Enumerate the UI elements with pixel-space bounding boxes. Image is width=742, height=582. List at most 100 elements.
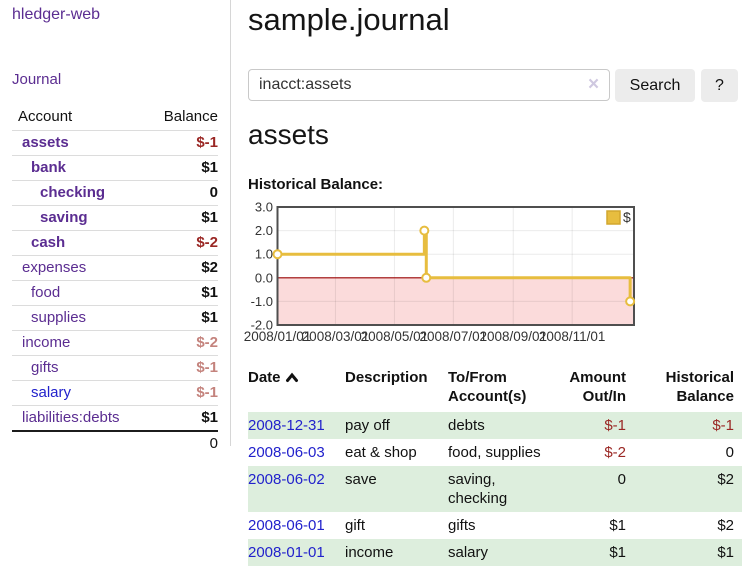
svg-text:$: $	[623, 209, 631, 225]
description-cell: save	[345, 471, 377, 488]
register-tbody: 2008-12-31 pay off debts $-1 $-1 2008-06-03 ea…	[248, 412, 742, 566]
balance-cell: 0	[725, 444, 734, 461]
accounts-cell: food, supplies	[448, 444, 541, 461]
svg-text:-1.0: -1.0	[251, 294, 273, 309]
account-row: expenses $2	[12, 255, 218, 281]
svg-text:2008/01/01: 2008/01/01	[244, 329, 312, 344]
accounts-cell: salary	[448, 544, 489, 561]
balance-column-header: Balance	[163, 108, 218, 125]
balance-cell: $1	[717, 544, 734, 561]
register-row: 2008-01-01 income salary $1 $1	[248, 539, 742, 566]
date-link[interactable]: 2008-06-01	[248, 517, 325, 534]
date-cell: 2008-01-01	[248, 539, 345, 566]
account-link[interactable]: income	[22, 334, 71, 351]
account-link[interactable]: liabilities:debts	[22, 409, 120, 426]
page-title: sample.journal	[248, 2, 450, 37]
sidebar-item-journal[interactable]: Journal	[12, 71, 62, 88]
svg-text:0.0: 0.0	[255, 270, 273, 285]
amount-column-header: Amount Out/In	[569, 369, 626, 405]
account-link[interactable]: bank	[31, 159, 67, 176]
account-link[interactable]: gifts	[31, 359, 59, 376]
accounts-tbody: assets $-1 bank $1 checking 0 saving $1 cash $-2 e…	[12, 130, 218, 431]
amount-cell: $1	[609, 544, 626, 561]
account-link[interactable]: cash	[31, 234, 66, 251]
amount-cell: $-2	[604, 444, 626, 461]
account-balance: 0	[148, 180, 218, 206]
description-column-header: Description	[345, 369, 428, 386]
balance-cell: $2	[717, 517, 734, 534]
date-column-header[interactable]: Date	[248, 364, 345, 412]
date-link[interactable]: 2008-06-02	[248, 471, 325, 488]
accounts-column-header: To/From Account(s)	[448, 369, 527, 405]
account-balance: $2	[148, 255, 218, 281]
svg-text:-2.0: -2.0	[251, 318, 273, 333]
date-cell: 2008-06-03	[248, 439, 345, 466]
account-link[interactable]: assets	[22, 134, 69, 151]
date-cell: 2008-06-02	[248, 466, 345, 512]
date-link[interactable]: 2008-12-31	[248, 417, 325, 434]
date-cell: 2008-12-31	[248, 412, 345, 439]
accounts-balance-table: Account Balance assets $-1 bank $1 checking 0…	[12, 104, 218, 455]
register-table: Date Description To/From Account(s) Amou…	[248, 364, 742, 566]
account-row: supplies $1	[12, 305, 218, 331]
register-row: 2008-12-31 pay off debts $-1 $-1	[248, 412, 742, 439]
svg-text:2008/11/01: 2008/11/01	[539, 329, 606, 344]
svg-text:2008/05/01: 2008/05/01	[361, 329, 429, 344]
account-link[interactable]: saving	[40, 209, 88, 226]
account-row: salary $-1	[12, 380, 218, 406]
svg-text:3.0: 3.0	[255, 200, 273, 215]
account-balance: $-2	[148, 230, 218, 256]
accounts-cell: debts	[448, 417, 485, 434]
account-row: bank $1	[12, 155, 218, 181]
svg-text:1.0: 1.0	[255, 247, 273, 262]
svg-text:2008/07/01: 2008/07/01	[420, 329, 488, 344]
account-balance: $-1	[148, 130, 218, 156]
account-balance: $-1	[148, 355, 218, 381]
date-cell: 2008-06-01	[248, 512, 345, 539]
register-row: 2008-06-02 save saving, checking 0 $2	[248, 466, 742, 512]
description-cell: income	[345, 544, 394, 561]
account-link[interactable]: food	[31, 284, 61, 301]
description-cell: eat & shop	[345, 444, 417, 461]
account-balance: $1	[148, 280, 218, 306]
accounts-total-row: 0	[12, 430, 218, 455]
balance-column-header-main: Historical Balance	[665, 369, 734, 405]
account-link[interactable]: checking	[40, 184, 106, 201]
register-row: 2008-06-01 gift gifts $1 $2	[248, 512, 742, 539]
date-link[interactable]: 2008-01-01	[248, 544, 325, 561]
account-balance: $-2	[148, 330, 218, 356]
account-row: checking 0	[12, 180, 218, 206]
account-balance: $1	[148, 155, 218, 181]
account-link[interactable]: supplies	[31, 309, 87, 326]
chart-title: Historical Balance:	[248, 176, 384, 193]
sort-ascending-icon	[285, 369, 299, 388]
account-row: food $1	[12, 280, 218, 306]
svg-text:2008/09/01: 2008/09/01	[479, 329, 547, 344]
clear-search-icon[interactable]: ×	[588, 74, 600, 95]
register-row: 2008-06-03 eat & shop food, supplies $-2 0	[248, 439, 742, 466]
account-row: assets $-1	[12, 130, 218, 156]
amount-cell: 0	[617, 471, 626, 488]
account-heading: assets	[248, 119, 329, 150]
account-row: gifts $-1	[12, 355, 218, 381]
account-link[interactable]: expenses	[22, 259, 87, 276]
date-link[interactable]: 2008-06-03	[248, 444, 325, 461]
svg-text:2008/03/01: 2008/03/01	[302, 329, 370, 344]
help-button[interactable]: ?	[701, 69, 738, 102]
svg-text:2.0: 2.0	[255, 223, 273, 238]
sidebar: hledger-web Journal Account Balance asse…	[0, 0, 231, 455]
account-balance: $1	[148, 405, 218, 431]
account-row: liabilities:debts $1	[12, 405, 218, 431]
account-balance: $1	[148, 205, 218, 231]
account-row: cash $-2	[12, 230, 218, 256]
account-link[interactable]: salary	[31, 384, 72, 401]
balance-cell: $2	[717, 471, 734, 488]
historical-balance-chart: $3.0 2.0 1.0 0.0 -1.0 -2.02008/01/012008/03/0…	[244, 200, 636, 344]
search-input[interactable]	[248, 69, 610, 101]
account-balance: $1	[148, 305, 218, 331]
amount-cell: $-1	[604, 417, 626, 434]
account-balance: $-1	[148, 380, 218, 406]
search-button[interactable]: Search	[615, 69, 695, 102]
accounts-cell: gifts	[448, 517, 476, 534]
app-title-link[interactable]: hledger-web	[12, 6, 101, 23]
